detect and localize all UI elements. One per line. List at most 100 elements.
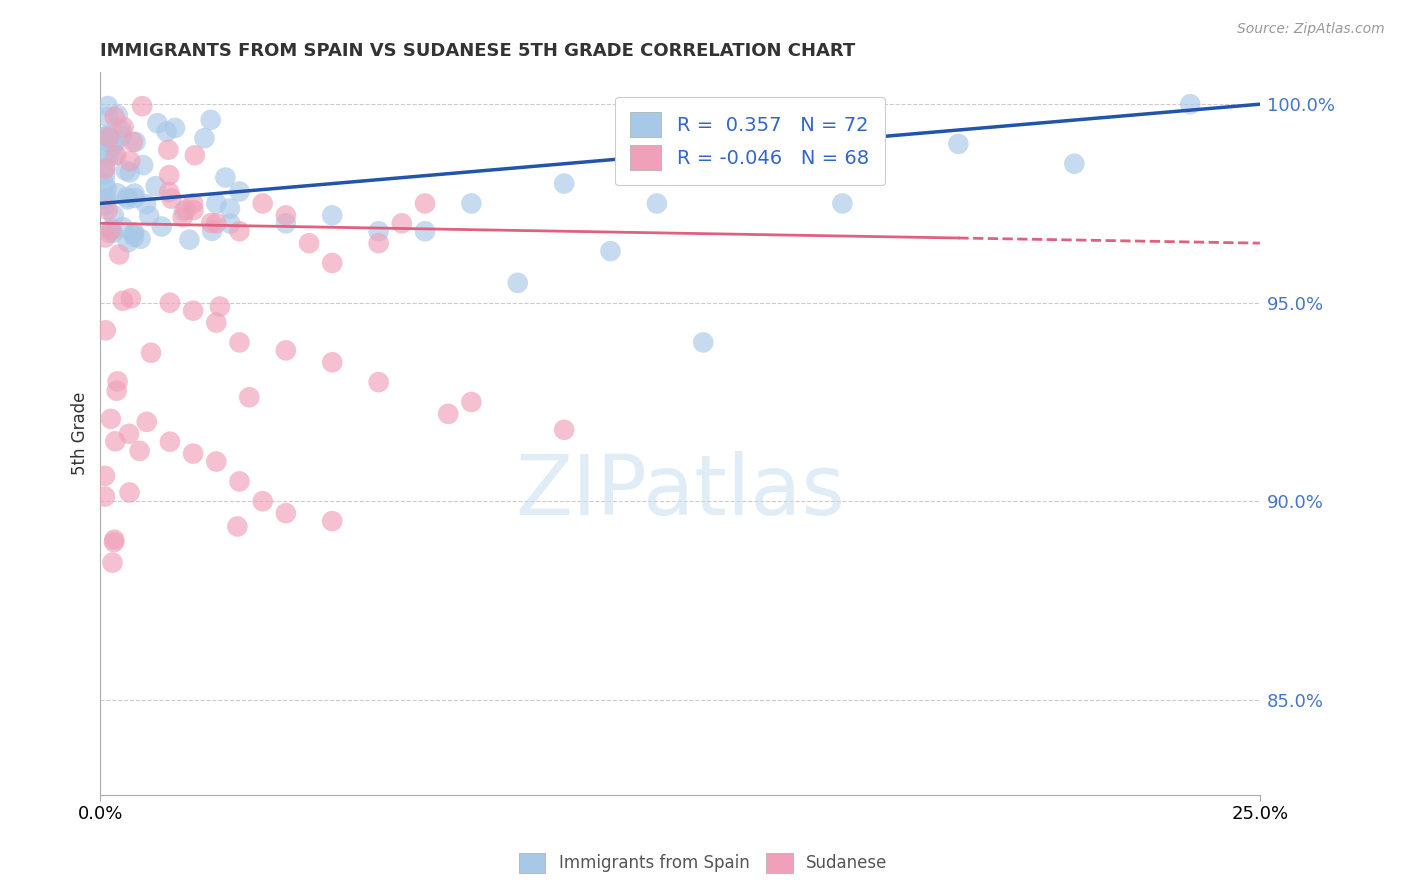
Point <box>159 295 181 310</box>
Point <box>100 412 122 426</box>
Point <box>219 202 242 216</box>
Point <box>120 292 142 306</box>
Point <box>104 110 127 124</box>
Point <box>298 236 321 251</box>
Point <box>321 514 343 528</box>
Point <box>124 135 146 149</box>
Point <box>97 202 120 217</box>
Point <box>105 186 128 201</box>
Point <box>553 423 575 437</box>
Point <box>948 136 970 151</box>
Point <box>94 230 117 244</box>
Point <box>101 226 124 240</box>
Point <box>135 197 157 211</box>
Point <box>252 494 274 508</box>
Point <box>367 236 389 251</box>
Point <box>692 335 714 350</box>
Point <box>104 434 127 449</box>
Point <box>94 168 117 182</box>
Point <box>1180 97 1202 112</box>
Point <box>103 535 125 549</box>
Point <box>107 375 129 389</box>
Point <box>553 177 575 191</box>
Point <box>118 485 141 500</box>
Point <box>124 191 146 205</box>
Point <box>173 204 195 219</box>
Point <box>159 434 181 449</box>
Point <box>157 185 180 199</box>
Point <box>122 226 145 240</box>
Point <box>103 136 125 151</box>
Point <box>219 217 242 231</box>
Point <box>107 108 129 122</box>
Point <box>97 99 120 113</box>
Point <box>174 202 197 217</box>
Point <box>122 230 145 244</box>
Legend: Immigrants from Spain, Sudanese: Immigrants from Spain, Sudanese <box>512 847 894 880</box>
Point <box>94 468 117 483</box>
Point <box>117 193 139 207</box>
Point <box>132 158 155 172</box>
Point <box>94 128 117 143</box>
Point <box>181 196 204 211</box>
Point <box>163 120 186 135</box>
Point <box>100 224 122 238</box>
Point <box>94 147 117 161</box>
Point <box>94 177 117 191</box>
Point <box>205 216 228 230</box>
Point <box>94 198 117 212</box>
Point <box>645 196 668 211</box>
Point <box>1063 157 1085 171</box>
Point <box>129 232 152 246</box>
Point <box>94 130 117 145</box>
Point <box>228 475 250 489</box>
Point <box>413 196 436 211</box>
Point <box>94 323 117 337</box>
Point <box>205 196 228 211</box>
Point <box>157 143 180 157</box>
Point <box>157 168 180 182</box>
Point <box>101 556 124 570</box>
Point <box>131 99 153 113</box>
Point <box>150 219 173 234</box>
Point <box>506 276 529 290</box>
Point <box>738 157 761 171</box>
Point <box>201 224 224 238</box>
Text: IMMIGRANTS FROM SPAIN VS SUDANESE 5TH GRADE CORRELATION CHART: IMMIGRANTS FROM SPAIN VS SUDANESE 5TH GR… <box>100 42 856 60</box>
Point <box>367 224 389 238</box>
Point <box>128 443 150 458</box>
Point <box>118 165 141 179</box>
Point <box>94 161 117 175</box>
Point <box>367 375 389 389</box>
Point <box>138 209 160 223</box>
Point <box>103 147 125 161</box>
Point <box>226 519 249 533</box>
Point <box>228 335 250 350</box>
Point <box>413 224 436 238</box>
Point <box>172 211 194 225</box>
Point <box>391 216 413 230</box>
Text: ZIPatlas: ZIPatlas <box>515 451 845 532</box>
Point <box>252 196 274 211</box>
Point <box>145 179 167 194</box>
Point <box>105 384 128 398</box>
Point <box>205 316 228 330</box>
Point <box>97 110 120 124</box>
Point <box>108 247 131 261</box>
Point <box>179 233 201 247</box>
Point <box>181 447 204 461</box>
Point <box>94 161 117 176</box>
Point <box>214 170 236 185</box>
Point <box>110 123 132 137</box>
Point <box>100 221 122 235</box>
Point <box>94 490 117 504</box>
Point <box>160 192 183 206</box>
Legend: R =  0.357   N = 72, R = -0.046   N = 68: R = 0.357 N = 72, R = -0.046 N = 68 <box>614 96 884 186</box>
Point <box>321 208 343 222</box>
Point <box>111 220 134 235</box>
Point <box>98 226 121 240</box>
Text: Source: ZipAtlas.com: Source: ZipAtlas.com <box>1237 22 1385 37</box>
Point <box>200 216 222 230</box>
Point <box>274 343 297 358</box>
Point <box>831 196 853 211</box>
